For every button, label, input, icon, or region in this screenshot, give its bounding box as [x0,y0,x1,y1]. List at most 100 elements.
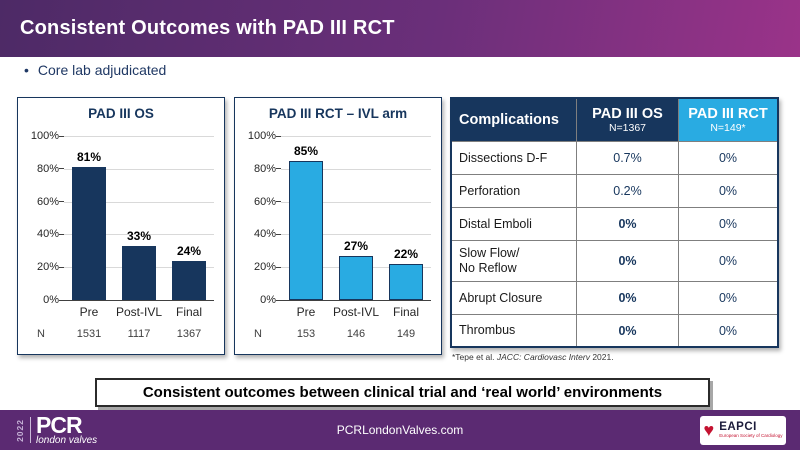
n-row-values: 153 146 149 [281,328,431,340]
bar-pre [72,167,106,300]
x-axis-labels: Pre Post-IVL Final [281,305,431,319]
complications-table: Complications PAD III OS N=1367 PAD III … [450,97,779,348]
eapci-logo: ♥ EAPCI European Society of Cardiology [700,415,786,445]
table-cell-rct: 0% [679,208,777,240]
n-value: 146 [346,328,366,340]
n-row: N 1531 1117 1367 [18,328,214,340]
bar-final [389,263,423,300]
chart-plot-area: 0% 20% 40% 60% 80% 100% 81% 33% 24% [31,130,214,306]
x-axis-label: Final [392,305,419,319]
y-axis-label: 40% [253,228,276,241]
table-row-label: Abrupt Closure [452,282,576,314]
slide-footer: 2022 PCR london valves PCRLondonValves.c… [0,410,800,450]
bar-value-label: 33% [126,228,152,243]
axis-tick [59,233,64,235]
bar-post-ivl [339,255,373,300]
table-cell-rct: 0% [679,175,777,207]
bar-post-ivl [122,245,156,300]
table-cell-os: 0.7% [577,142,678,174]
y-axis-label: 100% [30,130,59,142]
logo-divider [30,417,31,443]
table-row-label: Perforation [452,175,576,207]
n-value: 153 [296,328,316,340]
table-row-label: Distal Emboli [452,208,576,240]
y-axis-label: 80% [36,162,59,175]
axis-tick [59,266,64,268]
eapci-text: EAPCI European Society of Cardiology [719,421,782,439]
conclusion-text: Consistent outcomes between clinical tri… [142,384,663,401]
gridline [281,201,431,203]
page-title: Consistent Outcomes with PAD III RCT [20,17,395,39]
bar-final [172,260,206,300]
bar-value-label: 24% [176,243,202,258]
table-row-label: Thrombus [452,315,576,346]
y-axis-label: 20% [36,261,59,274]
axis-tick [276,201,281,203]
bar-pre [289,160,323,300]
table-row-label: Dissections D-F [452,142,576,174]
pcr-london-valves-logo: 2022 PCR london valves [15,411,98,446]
table-cell-os: 0.2% [577,175,678,207]
axis-tick [276,135,281,137]
complications-table-section: Complications PAD III OS N=1367 PAD III … [450,97,779,362]
axis-tick [59,299,64,301]
heart-icon: ♥ [703,420,715,440]
axis-tick [276,233,281,235]
logo-year: 2022 [15,418,25,442]
x-axis-label: Post-IVL [115,305,163,319]
citation-post: 2021. [589,352,614,362]
logo-brand-sub: london valves [36,434,98,446]
bar-value-label: 81% [76,150,102,165]
gridline [281,168,431,170]
table-cell-rct: 0% [679,241,777,281]
n-row-label: N [254,328,262,340]
citation-pre: *Tepe et al. [452,352,497,362]
table-header-pad-iii-os: PAD III OS N=1367 [577,99,678,141]
logo-brand: PCR [36,411,83,438]
footer-website: PCRLondonValves.com [336,423,464,437]
x-axis-labels: Pre Post-IVL Final [64,305,214,319]
table-cell-os: 0% [577,241,678,281]
y-axis-label: 60% [36,195,59,208]
y-axis-label: 0% [260,294,276,306]
eapci-subtitle: European Society of Cardiology [719,433,783,438]
axis-tick [276,168,281,170]
bullet-item: • Core lab adjudicated [24,62,166,78]
logo-text: PCR london valves [36,411,98,446]
chart-plot-area: 0% 20% 40% 60% 80% 100% 85% 27% 22% [248,130,431,306]
y-axis-label: 20% [253,261,276,274]
table-cell-os: 0% [577,282,678,314]
table-header-rct-title: PAD III RCT [688,106,768,122]
table-header-os-n: N=1367 [608,122,647,134]
x-axis-label: Post-IVL [332,305,380,319]
table-cell-os: 0% [577,208,678,240]
citation: *Tepe et al. JACC: Cardiovasc Interv 202… [450,352,779,362]
table-header-complications: Complications [452,99,576,141]
table-cell-rct: 0% [679,315,777,346]
axis-tick [276,299,281,301]
y-axis-label: 80% [253,162,276,175]
bar-value-label: 85% [293,143,319,158]
table-cell-rct: 0% [679,142,777,174]
n-value: 1367 [176,328,202,340]
bullet-icon: • [24,62,29,78]
gridline [64,168,214,170]
chart-title: PAD III OS [88,106,154,121]
n-row: N 153 146 149 [235,328,431,340]
x-axis-label: Pre [296,305,316,319]
bar-value-label: 27% [343,238,369,253]
gridline [64,136,214,137]
table-header-os-title: PAD III OS [592,106,663,122]
conclusion-banner: Consistent outcomes between clinical tri… [95,378,710,407]
gridline [281,234,431,236]
slide-header: Consistent Outcomes with PAD III RCT [0,0,800,57]
bullet-text: Core lab adjudicated [37,62,167,78]
citation-journal: JACC: Cardiovasc Interv [496,352,590,362]
bar-value-label: 22% [393,246,419,261]
x-axis-label: Final [175,305,202,319]
eapci-label: EAPCI [719,421,757,433]
y-axis-label: 100% [247,130,276,142]
n-row-values: 1531 1117 1367 [64,328,214,340]
chart-title: PAD III RCT – IVL arm [268,106,408,121]
